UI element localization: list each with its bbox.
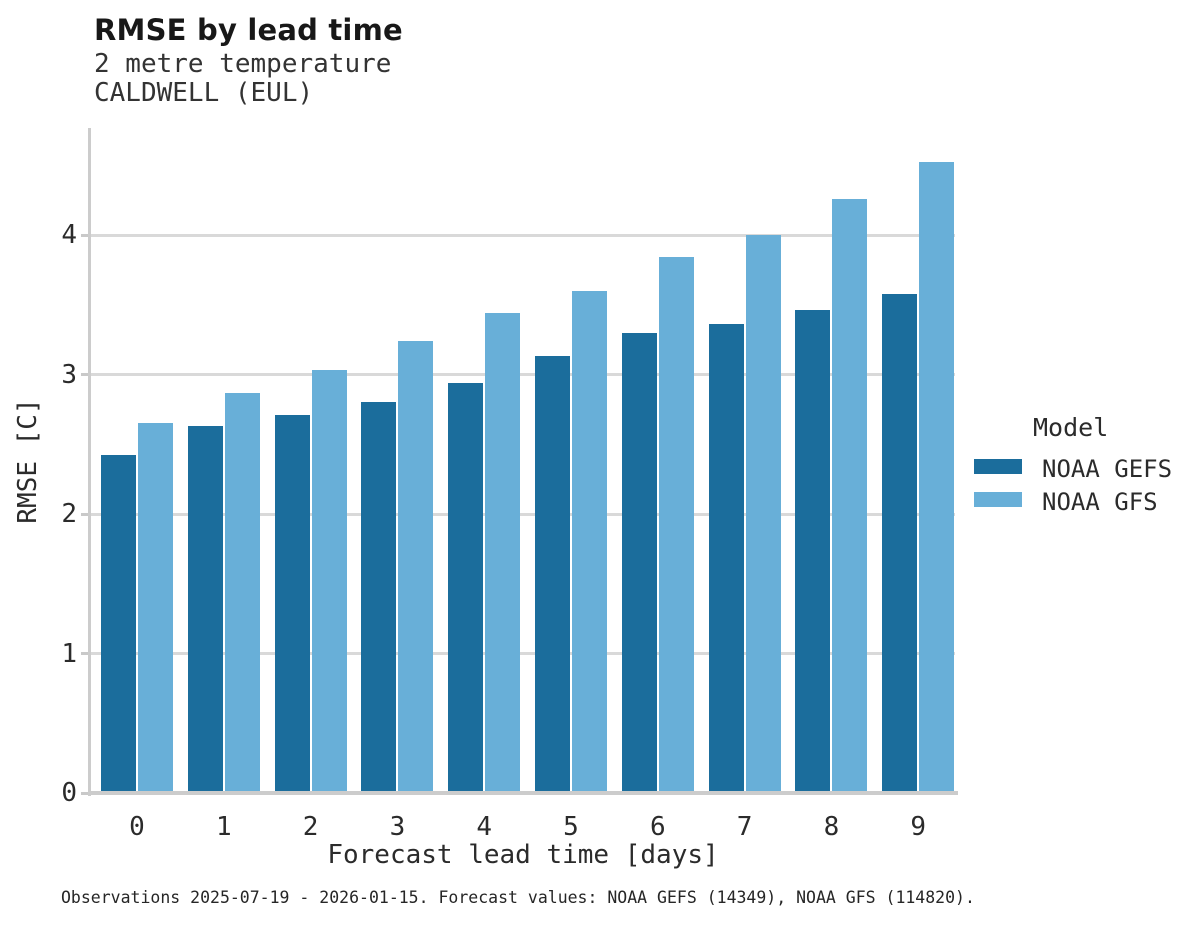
x-tick-label-4: 4 bbox=[476, 812, 493, 842]
bar-noaa-gfs-day-5 bbox=[572, 290, 607, 791]
x-axis-label: Forecast lead time [days] bbox=[327, 840, 719, 870]
y-tick-mark-3 bbox=[81, 373, 88, 376]
gridline-y-1 bbox=[91, 652, 955, 655]
bar-noaa-gfs-day-8 bbox=[832, 198, 868, 791]
y-tick-label-4: 4 bbox=[61, 220, 77, 250]
bar-noaa-gefs-day-3 bbox=[361, 402, 397, 791]
bar-noaa-gfs-day-2 bbox=[311, 370, 347, 791]
bar-noaa-gefs-day-4 bbox=[448, 382, 484, 791]
x-axis-baseline bbox=[88, 791, 958, 795]
x-tick-label-5: 5 bbox=[563, 812, 579, 842]
bar-noaa-gefs-day-0 bbox=[101, 455, 136, 791]
bar-noaa-gfs-day-1 bbox=[224, 392, 260, 791]
chart-title: RMSE by lead time bbox=[94, 13, 403, 47]
y-tick-label-2: 2 bbox=[61, 499, 77, 529]
gridline-y-4 bbox=[91, 233, 955, 237]
bar-noaa-gefs-day-6 bbox=[621, 332, 657, 791]
gridline-y-2 bbox=[91, 512, 955, 516]
bar-noaa-gefs-day-5 bbox=[535, 356, 570, 791]
bar-noaa-gefs-day-8 bbox=[795, 310, 831, 791]
y-tick-label-3: 3 bbox=[61, 359, 77, 390]
x-tick-label-0: 0 bbox=[129, 812, 145, 842]
y-axis-line bbox=[88, 128, 91, 796]
bar-noaa-gefs-day-7 bbox=[708, 324, 744, 791]
caption-observations: Observations 2025-07-19 - 2026-01-15. Fo… bbox=[61, 888, 975, 907]
x-tick-label-8: 8 bbox=[823, 812, 840, 842]
bar-noaa-gefs-day-9 bbox=[882, 293, 918, 791]
legend-label-noaa-gfs: NOAA GFS bbox=[1042, 488, 1158, 516]
x-tick-label-9: 9 bbox=[910, 812, 927, 842]
chart-subtitle-variable: 2 metre temperature bbox=[94, 49, 392, 79]
y-tick-mark-4 bbox=[81, 233, 88, 237]
chart-subtitle-station: CALDWELL (EUL) bbox=[94, 78, 314, 108]
gridline-y-3 bbox=[91, 373, 955, 376]
bar-noaa-gfs-day-0 bbox=[138, 423, 173, 791]
x-tick-label-2: 2 bbox=[302, 812, 319, 842]
x-tick-label-3: 3 bbox=[389, 812, 406, 842]
bar-noaa-gefs-day-1 bbox=[187, 426, 223, 791]
x-tick-label-6: 6 bbox=[649, 812, 666, 842]
bar-noaa-gfs-day-7 bbox=[745, 235, 781, 791]
y-tick-mark-0 bbox=[81, 791, 88, 795]
bar-noaa-gfs-day-4 bbox=[485, 313, 521, 791]
x-tick-label-7: 7 bbox=[736, 812, 753, 842]
bar-noaa-gfs-day-6 bbox=[658, 257, 694, 791]
legend-swatch-noaa-gefs bbox=[974, 459, 1022, 474]
y-tick-label-1: 1 bbox=[61, 638, 77, 669]
legend-label-noaa-gefs: NOAA GEFS bbox=[1042, 455, 1173, 483]
plot-area: 0 1 2 3 4 0 1 2 3 4 5 6 7 8 9 bbox=[61, 128, 958, 842]
bar-noaa-gefs-day-2 bbox=[274, 414, 310, 791]
legend-swatch-noaa-gfs bbox=[974, 492, 1022, 507]
y-tick-mark-2 bbox=[81, 512, 88, 516]
bar-noaa-gfs-day-3 bbox=[398, 341, 434, 791]
y-tick-label-0: 0 bbox=[61, 778, 77, 808]
legend-title: Model bbox=[1033, 413, 1109, 442]
bar-noaa-gfs-day-9 bbox=[919, 162, 955, 791]
y-tick-mark-1 bbox=[81, 652, 88, 655]
x-tick-label-1: 1 bbox=[215, 812, 232, 842]
